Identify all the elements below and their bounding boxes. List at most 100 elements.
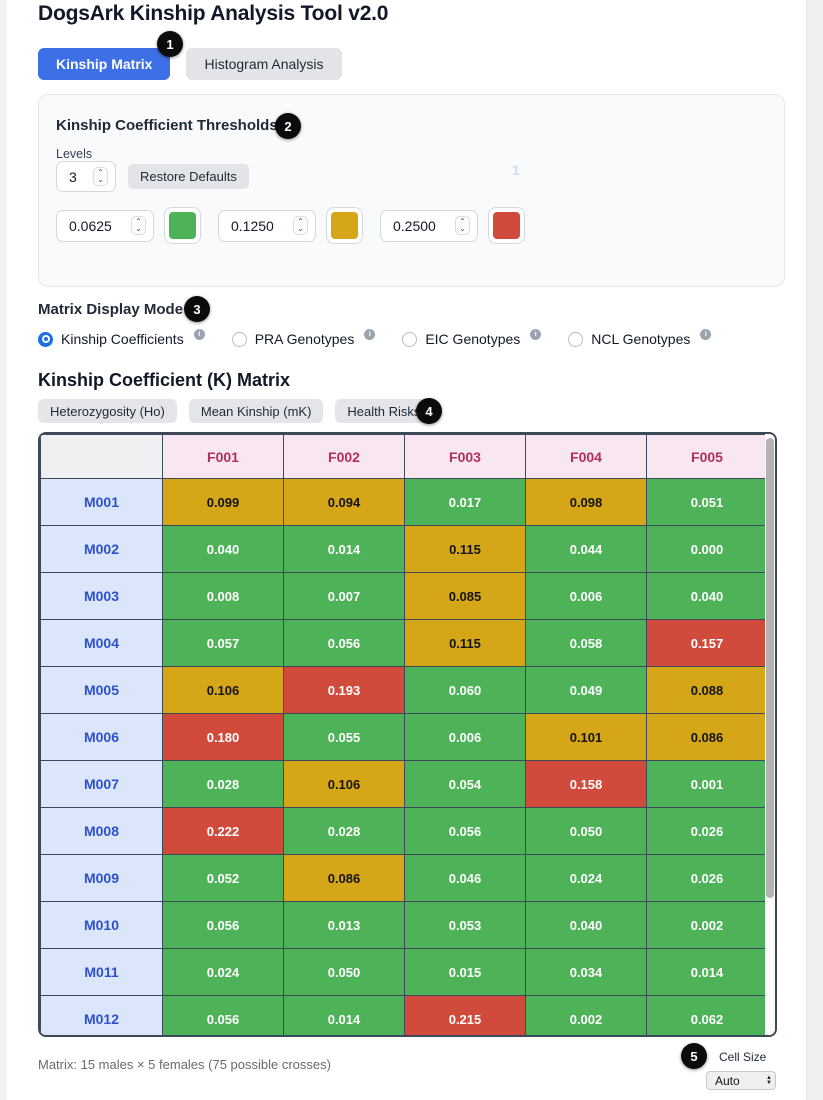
matrix-cell-M007-F001[interactable]: 0.028	[162, 760, 284, 808]
matrix-cell-M011-F005[interactable]: 0.014	[646, 948, 768, 996]
radio-icon[interactable]	[402, 331, 418, 347]
matrix-cell-M012-F005[interactable]: 0.062	[646, 995, 768, 1035]
matrix-cell-M003-F005[interactable]: 0.040	[646, 572, 768, 620]
matrix-cell-M005-F004[interactable]: 0.049	[525, 666, 647, 714]
matrix-cell-M004-F002[interactable]: 0.056	[283, 619, 405, 667]
matrix-cell-M012-F002[interactable]: 0.014	[283, 995, 405, 1035]
matrix-cell-M005-F002[interactable]: 0.193	[283, 666, 405, 714]
matrix-cell-M009-F003[interactable]: 0.046	[404, 854, 526, 902]
stepper-icon[interactable]: ⌃ ⌄	[293, 216, 308, 235]
radio-icon[interactable]	[38, 331, 53, 347]
threshold-value: 0.1250	[231, 217, 274, 234]
matrix-cell-M004-F005[interactable]: 0.157	[646, 619, 768, 667]
matrix-scrollbar-thumb[interactable]	[766, 438, 774, 898]
matrix-cell-M003-F001[interactable]: 0.008	[162, 572, 284, 620]
stepper-icon[interactable]: ⌃ ⌄	[455, 216, 470, 235]
matrix-cell-M012-F003[interactable]: 0.215	[404, 995, 526, 1035]
tab-histogram-analysis[interactable]: Histogram Analysis	[186, 48, 342, 80]
matrix-cell-M011-F001[interactable]: 0.024	[162, 948, 284, 996]
matrix-cell-M008-F004[interactable]: 0.050	[525, 807, 647, 855]
matrix-cell-M004-F003[interactable]: 0.115	[404, 619, 526, 667]
matrix-cell-M001-F004[interactable]: 0.098	[525, 478, 647, 526]
threshold-input-3[interactable]: 0.2500 ⌃ ⌄	[380, 209, 478, 242]
radio-option-eic-genotypes[interactable]: EIC Genotypes i	[402, 328, 542, 347]
matrix-cell-M003-F003[interactable]: 0.085	[404, 572, 526, 620]
matrix-cell-M009-F002[interactable]: 0.086	[283, 854, 405, 902]
matrix-cell-M009-F004[interactable]: 0.024	[525, 854, 647, 902]
matrix-cell-M001-F003[interactable]: 0.017	[404, 478, 526, 526]
info-icon[interactable]: i	[700, 328, 712, 340]
radio-icon[interactable]	[231, 331, 247, 347]
matrix-cell-M012-F004[interactable]: 0.002	[525, 995, 647, 1035]
matrix-cell-M011-F002[interactable]: 0.050	[283, 948, 405, 996]
threshold-color-swatch-1[interactable]	[164, 207, 201, 244]
info-icon[interactable]: i	[364, 328, 376, 340]
matrix-cell-M004-F004[interactable]: 0.058	[525, 619, 647, 667]
matrix-cell-M010-F003[interactable]: 0.053	[404, 901, 526, 949]
matrix-cell-M003-F002[interactable]: 0.007	[283, 572, 405, 620]
table-row: M008 0.222 0.028 0.056 0.050 0.026	[40, 807, 768, 855]
row-header-M002: M002	[40, 525, 163, 573]
radio-icon[interactable]	[568, 331, 584, 347]
threshold-color-swatch-3[interactable]	[488, 207, 525, 244]
matrix-cell-M002-F005[interactable]: 0.000	[646, 525, 768, 573]
matrix-scrollbar-track[interactable]	[765, 434, 775, 1035]
threshold-input-1[interactable]: 0.0625 ⌃ ⌄	[56, 209, 154, 242]
matrix-cell-M003-F004[interactable]: 0.006	[525, 572, 647, 620]
matrix-cell-M001-F005[interactable]: 0.051	[646, 478, 768, 526]
table-row: M011 0.024 0.050 0.015 0.034 0.014	[40, 948, 768, 996]
matrix-cell-M010-F004[interactable]: 0.040	[525, 901, 647, 949]
radio-option-kinship-coefficients[interactable]: Kinship Coefficients i	[38, 328, 205, 347]
tab-kinship-matrix[interactable]: Kinship Matrix	[38, 48, 171, 80]
matrix-cell-M008-F003[interactable]: 0.056	[404, 807, 526, 855]
levels-input[interactable]: 3 ⌃ ⌄	[56, 161, 116, 192]
matrix-cell-M009-F005[interactable]: 0.026	[646, 854, 768, 902]
matrix-cell-M005-F003[interactable]: 0.060	[404, 666, 526, 714]
matrix-cell-M001-F002[interactable]: 0.094	[283, 478, 405, 526]
matrix-cell-M007-F004[interactable]: 0.158	[525, 760, 647, 808]
matrix-cell-M004-F001[interactable]: 0.057	[162, 619, 284, 667]
metric-button-mean-kinship-mk-[interactable]: Mean Kinship (mK)	[188, 399, 324, 423]
matrix-cell-M008-F002[interactable]: 0.028	[283, 807, 405, 855]
stepper-icon[interactable]: ⌃ ⌄	[131, 216, 146, 235]
matrix-cell-M005-F001[interactable]: 0.106	[162, 666, 284, 714]
matrix-cell-M006-F005[interactable]: 0.086	[646, 713, 768, 761]
matrix-cell-M008-F001[interactable]: 0.222	[162, 807, 284, 855]
threshold-input-2[interactable]: 0.1250 ⌃ ⌄	[218, 209, 316, 242]
matrix-cell-M002-F003[interactable]: 0.115	[404, 525, 526, 573]
matrix-cell-M006-F004[interactable]: 0.101	[525, 713, 647, 761]
info-icon[interactable]: i	[530, 328, 542, 340]
matrix-cell-M010-F005[interactable]: 0.002	[646, 901, 768, 949]
matrix-cell-M011-F004[interactable]: 0.034	[525, 948, 647, 996]
matrix-cell-M010-F002[interactable]: 0.013	[283, 901, 405, 949]
matrix-cell-M005-F005[interactable]: 0.088	[646, 666, 768, 714]
cell-size-select[interactable]: Auto ▲ ▼	[706, 1071, 776, 1090]
kinship-matrix-table-container: F001 F002 F003 F004 F005 M001 0.099 0.094 0.017 0…	[38, 432, 777, 1037]
matrix-cell-M002-F001[interactable]: 0.040	[162, 525, 284, 573]
threshold-color-swatch-2[interactable]	[326, 207, 363, 244]
matrix-cell-M007-F002[interactable]: 0.106	[283, 760, 405, 808]
matrix-cell-M009-F001[interactable]: 0.052	[162, 854, 284, 902]
matrix-cell-M007-F005[interactable]: 0.001	[646, 760, 768, 808]
matrix-cell-M008-F005[interactable]: 0.026	[646, 807, 768, 855]
page-scrollbar[interactable]	[806, 0, 823, 1100]
info-icon[interactable]: i	[193, 328, 205, 340]
column-header-F002: F002	[283, 434, 405, 479]
matrix-cell-M007-F003[interactable]: 0.054	[404, 760, 526, 808]
matrix-cell-M010-F001[interactable]: 0.056	[162, 901, 284, 949]
matrix-cell-M011-F003[interactable]: 0.015	[404, 948, 526, 996]
metric-button-heterozygosity-ho-[interactable]: Heterozygosity (Ho)	[38, 399, 177, 423]
matrix-cell-M006-F002[interactable]: 0.055	[283, 713, 405, 761]
matrix-cell-M001-F001[interactable]: 0.099	[162, 478, 284, 526]
color-swatch-icon	[331, 212, 358, 239]
matrix-cell-M006-F003[interactable]: 0.006	[404, 713, 526, 761]
radio-option-ncl-genotypes[interactable]: NCL Genotypes i	[568, 328, 712, 347]
matrix-cell-M012-F001[interactable]: 0.056	[162, 995, 284, 1035]
matrix-cell-M006-F001[interactable]: 0.180	[162, 713, 284, 761]
stepper-icon[interactable]: ⌃ ⌄	[93, 167, 108, 186]
matrix-cell-M002-F002[interactable]: 0.014	[283, 525, 405, 573]
color-swatch-icon	[493, 212, 520, 239]
radio-option-pra-genotypes[interactable]: PRA Genotypes i	[231, 328, 376, 347]
restore-defaults-button[interactable]: Restore Defaults	[128, 164, 249, 189]
matrix-cell-M002-F004[interactable]: 0.044	[525, 525, 647, 573]
